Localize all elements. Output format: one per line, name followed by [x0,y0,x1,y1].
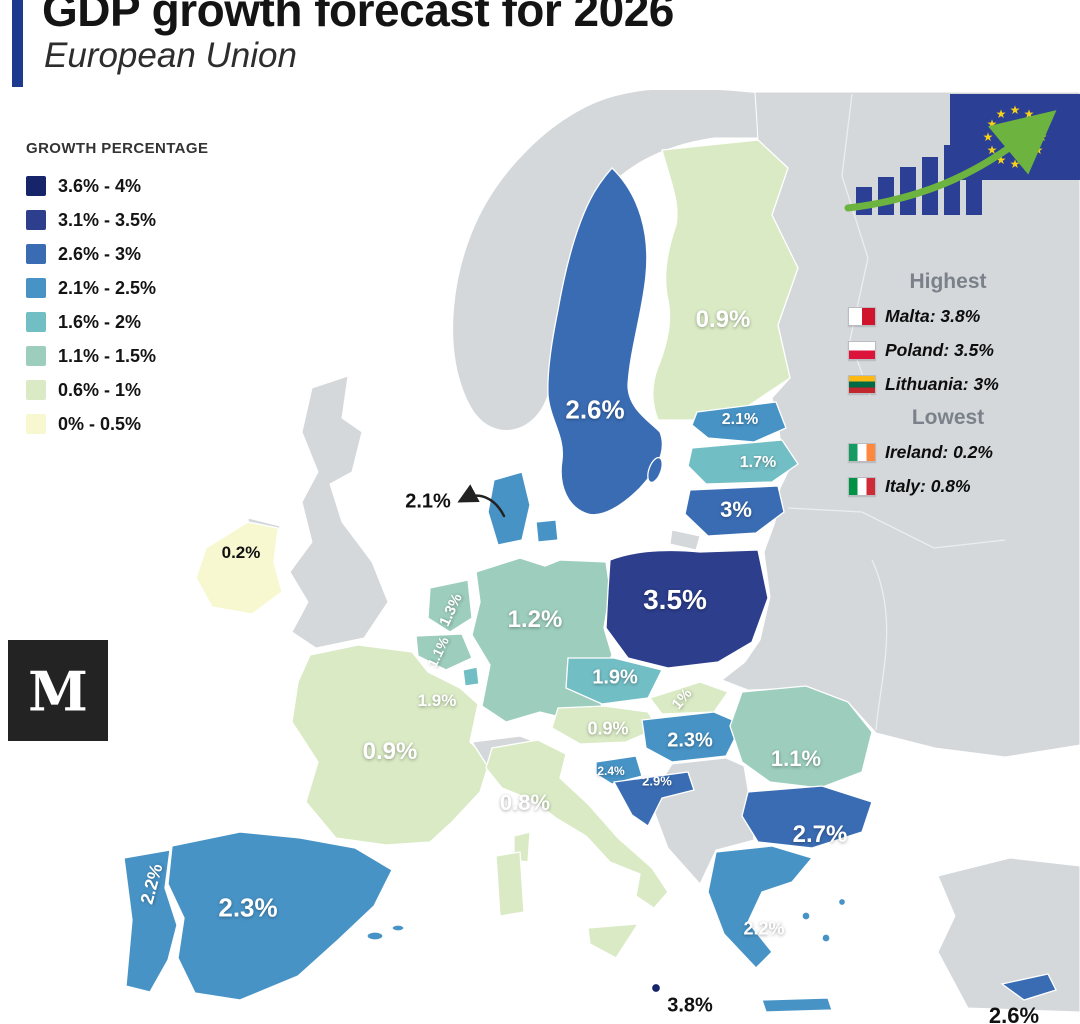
highlight-label: Lithuania: 3% [885,373,999,394]
legend-item: 1.1% - 1.5% [26,339,208,373]
logo-monogram-svg: M [28,660,88,724]
netherlands-shape [427,579,473,633]
latvia-shape [687,439,799,485]
aegean-island [801,911,811,921]
sweden-shape [547,167,664,516]
balearic-island [391,924,405,932]
kaliningrad-shape [669,529,701,551]
legend-range-label: 2.6% - 3% [58,243,142,264]
legend-swatch [26,312,46,332]
hungary-shape [641,711,743,763]
legend-range-label: 2.1% - 2.5% [58,277,157,298]
header: GDP growth forecast for 2026 European Un… [0,0,1080,90]
spain-shape [167,831,393,1001]
legend-swatch [26,414,46,434]
poland-shape [605,549,769,669]
legend-item: 2.1% - 2.5% [26,271,208,305]
highlight-label: Malta: 3.8% [885,305,981,326]
norway-shape [452,87,796,431]
eu-star-icon: ★ [1037,130,1048,144]
eu-star-icon: ★ [983,130,994,144]
czechia-shape [565,657,663,705]
eu-star-icon: ★ [1010,157,1021,171]
sicily-shape [587,923,640,959]
crete-shape [761,997,833,1013]
lithuania-flag-icon [848,374,876,394]
title-accent-bar [12,0,23,87]
highlight-entry-ireland: Ireland: 0.2% [848,440,1058,464]
legend-item: 0.6% - 1% [26,373,208,407]
legend-range-label: 1.6% - 2% [58,311,142,332]
growth-arrow-icon [844,110,1057,212]
italy-shape [485,739,669,909]
poland-flag-icon [848,340,876,360]
malta-flag-icon [848,306,876,326]
luxembourg-shape [462,666,480,687]
france-shape [291,644,491,846]
highlight-label: Ireland: 0.2% [885,441,993,462]
italy-flag-icon [848,476,876,496]
page-title: GDP growth forecast for 2026 [42,0,674,36]
sardinia-shape [495,851,525,917]
legend-item: 3.1% - 3.5% [26,203,208,237]
croatia-shape [612,771,695,827]
austria-shape [551,705,659,745]
highlight-entry-poland: Poland: 3.5% [848,338,1058,362]
legend-item: 1.6% - 2% [26,305,208,339]
balearic-island [366,931,384,941]
uk-shape [289,375,389,649]
highlights-panel: Highest Malta: 3.8% Poland: 3.5% Lithuan… [838,260,1058,498]
ireland-shape [195,521,283,615]
portugal-shape [123,849,178,993]
legend-range-label: 0% - 0.5% [58,413,142,434]
legend: GROWTH PERCENTAGE 3.6% - 4% 3.1% - 3.5% … [26,140,208,441]
highlight-label: Italy: 0.8% [885,475,971,496]
gotland-shape [647,456,663,484]
legend-item: 2.6% - 3% [26,237,208,271]
highlight-entry-lithuania: Lithuania: 3% [848,372,1058,396]
eu-star-icon: ★ [1010,103,1021,117]
highlight-entry-malta: Malta: 3.8% [848,304,1058,328]
logo-monogram: M [28,660,88,724]
lithuania-shape [684,485,785,537]
legend-swatch [26,380,46,400]
legend-item: 0% - 0.5% [26,407,208,441]
cyprus-shape [1000,973,1057,1001]
eu-star-icon: ★ [996,107,1007,121]
legend-swatch [26,176,46,196]
belgium-shape [415,633,473,671]
legend-range-label: 3.6% - 4% [58,175,142,196]
highest-title: Highest [909,270,987,293]
aegean-island [837,897,847,907]
legend-swatch [26,210,46,230]
legend-swatch [26,244,46,264]
denmark-zealand-shape [535,519,559,543]
legend-range-label: 0.6% - 1% [58,379,142,400]
malta-shape [650,982,662,994]
legend-range-label: 1.1% - 1.5% [58,345,157,366]
turkey-shape [937,857,1080,1013]
ireland-flag-icon [848,442,876,462]
highlight-label: Poland: 3.5% [885,339,994,360]
greece-shape [707,845,814,969]
legend-title: GROWTH PERCENTAGE [26,140,209,157]
romania-shape [729,685,873,789]
denmark-callout-arrow [457,484,506,518]
slovakia-shape [648,681,730,715]
bulgaria-shape [741,785,873,849]
brand-logo: M [8,640,108,741]
legend-range-label: 3.1% - 3.5% [58,209,157,230]
legend-swatch [26,278,46,298]
lowest-title: Lowest [911,406,985,429]
eu-star-icon: ★ [1024,153,1035,167]
finland-shape [652,139,799,421]
legend-swatch [26,346,46,366]
denmark-shape [487,471,531,546]
page-subtitle: European Union [44,36,297,75]
aegean-island [821,933,831,943]
legend-item: 3.6% - 4% [26,169,208,203]
highlight-entry-italy: Italy: 0.8% [848,474,1058,498]
